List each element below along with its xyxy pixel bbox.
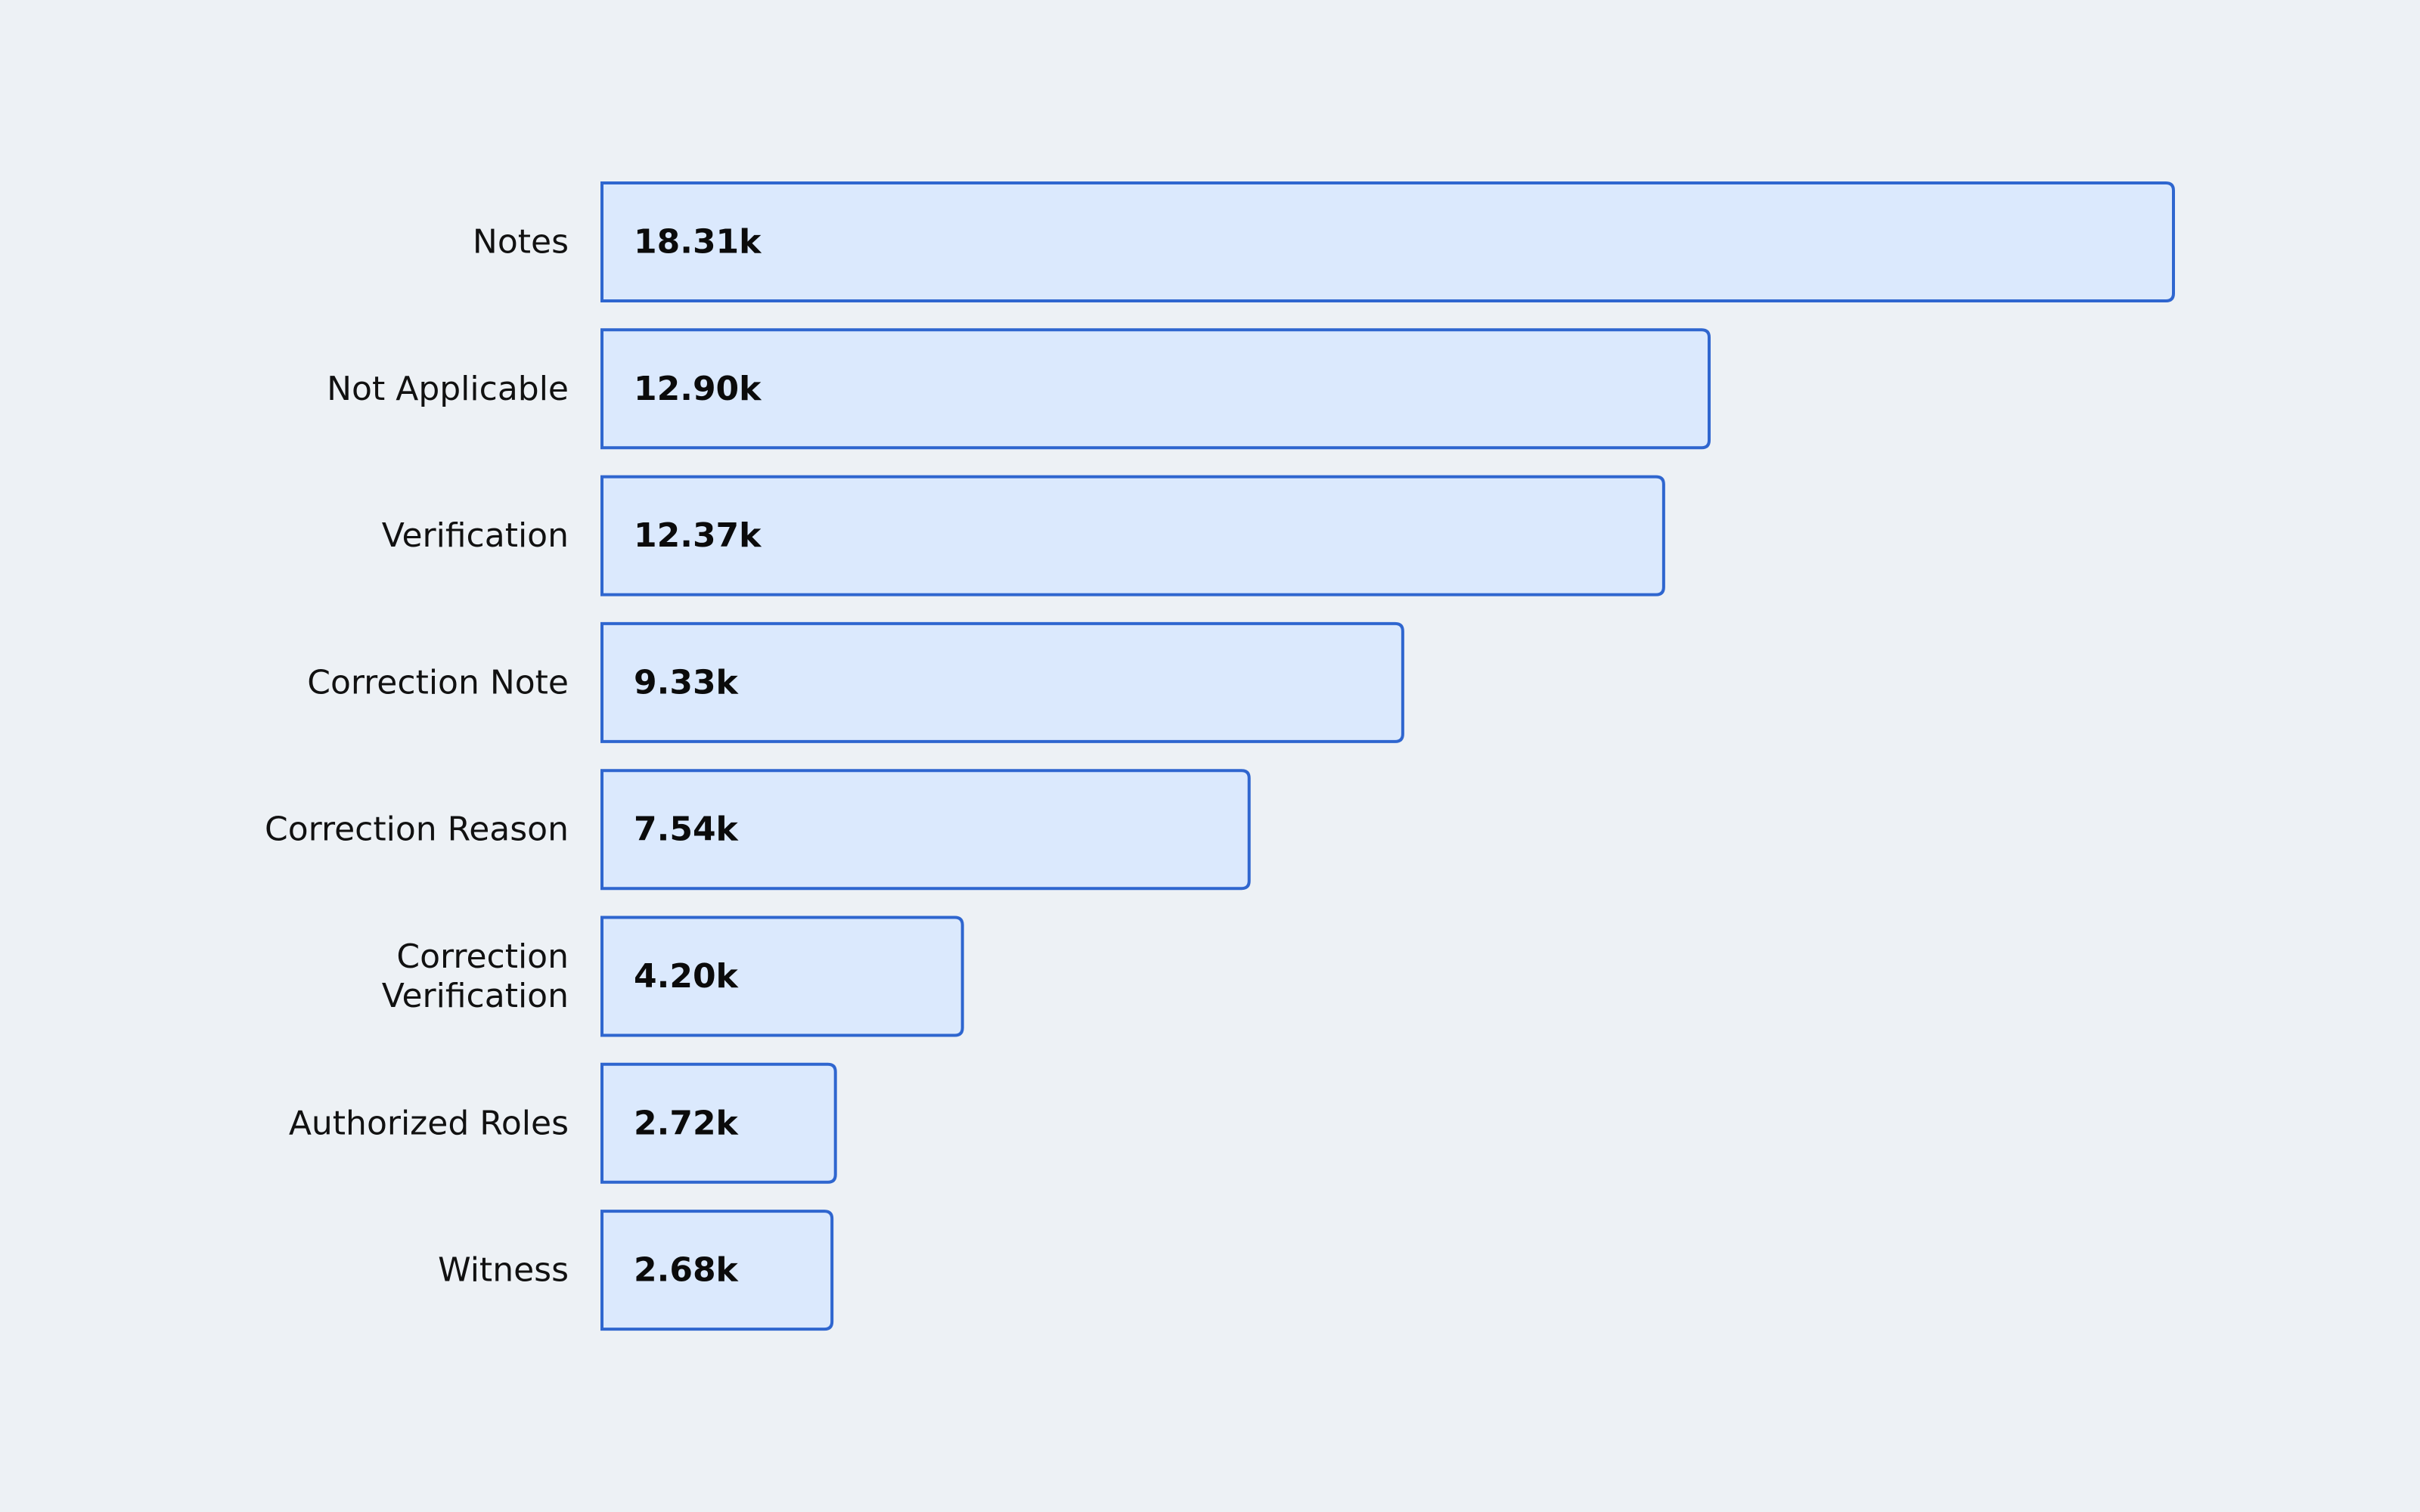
bar-authorized-roles [600,1062,837,1184]
category-label-line: Witness [438,1251,569,1290]
category-label-correction-reason: Correction Reason [265,810,569,849]
bar-notes [600,181,2175,302]
category-label-correction-verification: Correction Verification [382,937,569,1015]
bar-not-applicable [600,328,1711,450]
value-label-correction-reason: 7.54k [634,810,740,849]
category-label-line: Not Applicable [327,370,569,408]
category-label-line: Verification [382,977,569,1015]
category-label-line: Correction Note [307,663,569,702]
category-label-not-applicable: Not Applicable [327,370,569,408]
category-label-line: Verification [382,516,569,555]
category-label-correction-note: Correction Note [307,663,569,702]
bar-correction-note [600,621,1404,743]
category-label-notes: Notes [473,223,569,262]
value-label-notes: 18.31k [634,223,762,262]
category-label-line: Correction [396,937,569,976]
bars-layer [600,181,2175,1331]
category-label-line: Notes [473,223,569,262]
bar-correction-reason [600,769,1251,891]
value-label-correction-note: 9.33k [634,663,740,702]
value-label-verification: 12.37k [634,516,762,555]
value-label-not-applicable: 12.90k [634,370,762,408]
value-label-witness: 2.68k [634,1251,740,1290]
value-labels: 18.31k 12.90k 12.37k 9.33k 7.54k 4.20k 2.72k 2.… [634,223,762,1290]
category-label-authorized-roles: Authorized Roles [289,1104,569,1142]
bar-correction-verification [600,916,964,1037]
category-label-witness: Witness [438,1251,569,1290]
category-label-verification: Verification [382,516,569,555]
bar-witness [600,1210,834,1331]
category-label-line: Correction Reason [265,810,569,849]
value-label-authorized-roles: 2.72k [634,1104,740,1142]
category-label-line: Authorized Roles [289,1104,569,1142]
bar-verification [600,475,1665,596]
value-label-correction-verification: 4.20k [634,957,740,996]
